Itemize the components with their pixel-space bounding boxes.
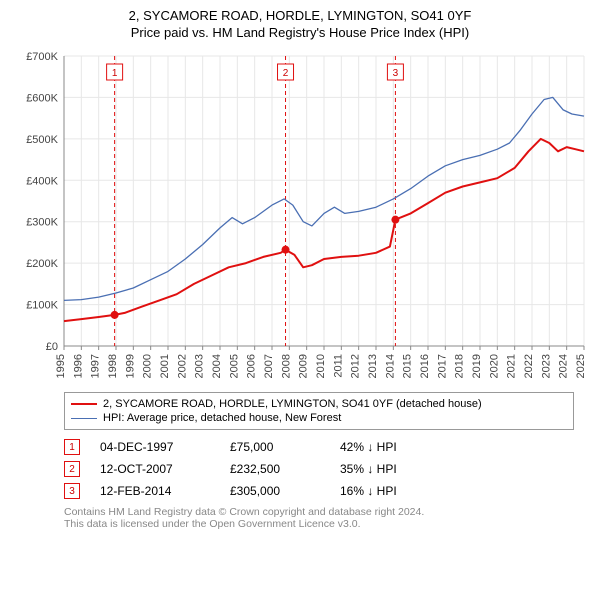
marker-id-box: 1 bbox=[64, 439, 80, 455]
svg-text:2014: 2014 bbox=[384, 354, 396, 378]
marker-price: £305,000 bbox=[230, 484, 320, 498]
svg-text:2008: 2008 bbox=[280, 354, 292, 378]
legend-label: 2, SYCAMORE ROAD, HORDLE, LYMINGTON, SO4… bbox=[103, 398, 482, 410]
svg-text:2007: 2007 bbox=[263, 354, 275, 378]
svg-text:2017: 2017 bbox=[436, 354, 448, 378]
svg-text:1995: 1995 bbox=[55, 354, 67, 378]
legend-label: HPI: Average price, detached house, New … bbox=[103, 412, 341, 424]
svg-text:2001: 2001 bbox=[159, 354, 171, 378]
svg-text:2022: 2022 bbox=[523, 354, 535, 378]
svg-text:3: 3 bbox=[393, 68, 399, 79]
svg-text:2012: 2012 bbox=[350, 354, 362, 378]
line-chart-svg: £0 £100K £200K £300K £400K £500K £600K £700K 199… bbox=[6, 46, 594, 386]
legend: 2, SYCAMORE ROAD, HORDLE, LYMINGTON, SO4… bbox=[64, 392, 574, 430]
marker-price: £75,000 bbox=[230, 440, 320, 454]
footer-line: Contains HM Land Registry data © Crown c… bbox=[64, 506, 574, 518]
svg-text:2020: 2020 bbox=[488, 354, 500, 378]
svg-text:1998: 1998 bbox=[107, 354, 119, 378]
marker-diff: 35% ↓ HPI bbox=[340, 462, 397, 476]
svg-text:2000: 2000 bbox=[142, 354, 154, 378]
chart-subtitle: Price paid vs. HM Land Registry's House … bbox=[6, 25, 594, 40]
marker-row: 2 12-OCT-2007 £232,500 35% ↓ HPI bbox=[64, 458, 574, 480]
markers-table: 1 04-DEC-1997 £75,000 42% ↓ HPI 2 12-OCT-2007… bbox=[64, 436, 574, 502]
marker-date: 12-OCT-2007 bbox=[100, 462, 210, 476]
svg-text:2015: 2015 bbox=[402, 354, 414, 378]
footer-line: This data is licensed under the Open Gov… bbox=[64, 518, 574, 530]
legend-swatch bbox=[71, 418, 97, 419]
marker-price: £232,500 bbox=[230, 462, 320, 476]
svg-text:2024: 2024 bbox=[558, 354, 570, 378]
svg-text:£0: £0 bbox=[46, 341, 58, 353]
footer: Contains HM Land Registry data © Crown c… bbox=[64, 506, 574, 530]
svg-text:2013: 2013 bbox=[367, 354, 379, 378]
svg-text:£300K: £300K bbox=[26, 217, 58, 229]
svg-text:2002: 2002 bbox=[176, 354, 188, 378]
svg-text:2006: 2006 bbox=[246, 354, 258, 378]
marker-date: 12-FEB-2014 bbox=[100, 484, 210, 498]
svg-text:1: 1 bbox=[112, 68, 118, 79]
chart-container: 2, SYCAMORE ROAD, HORDLE, LYMINGTON, SO4… bbox=[0, 0, 600, 538]
marker-diff: 42% ↓ HPI bbox=[340, 440, 397, 454]
marker-diff: 16% ↓ HPI bbox=[340, 484, 397, 498]
legend-swatch bbox=[71, 403, 97, 405]
svg-text:2009: 2009 bbox=[298, 354, 310, 378]
svg-text:1996: 1996 bbox=[72, 354, 84, 378]
svg-text:2025: 2025 bbox=[575, 354, 587, 378]
marker-id-box: 3 bbox=[64, 483, 80, 499]
svg-text:2023: 2023 bbox=[540, 354, 552, 378]
svg-text:£200K: £200K bbox=[26, 258, 58, 270]
svg-text:2016: 2016 bbox=[419, 354, 431, 378]
marker-row: 1 04-DEC-1997 £75,000 42% ↓ HPI bbox=[64, 436, 574, 458]
svg-text:1999: 1999 bbox=[124, 354, 136, 378]
svg-text:1997: 1997 bbox=[90, 354, 102, 378]
svg-text:£100K: £100K bbox=[26, 300, 58, 312]
chart-title: 2, SYCAMORE ROAD, HORDLE, LYMINGTON, SO4… bbox=[6, 8, 594, 23]
marker-row: 3 12-FEB-2014 £305,000 16% ↓ HPI bbox=[64, 480, 574, 502]
svg-text:£500K: £500K bbox=[26, 134, 58, 146]
marker-id-box: 2 bbox=[64, 461, 80, 477]
svg-text:£400K: £400K bbox=[26, 175, 58, 187]
svg-text:2003: 2003 bbox=[194, 354, 206, 378]
marker-date: 04-DEC-1997 bbox=[100, 440, 210, 454]
svg-text:2018: 2018 bbox=[454, 354, 466, 378]
svg-text:2005: 2005 bbox=[228, 354, 240, 378]
chart-plot: £0 £100K £200K £300K £400K £500K £600K £700K 199… bbox=[6, 46, 594, 386]
legend-row: HPI: Average price, detached house, New … bbox=[71, 411, 567, 425]
svg-text:£700K: £700K bbox=[26, 51, 58, 63]
legend-row: 2, SYCAMORE ROAD, HORDLE, LYMINGTON, SO4… bbox=[71, 397, 567, 411]
svg-text:2021: 2021 bbox=[506, 354, 518, 378]
svg-text:£600K: £600K bbox=[26, 92, 58, 104]
svg-text:2: 2 bbox=[283, 68, 289, 79]
svg-text:2019: 2019 bbox=[471, 354, 483, 378]
svg-text:2004: 2004 bbox=[211, 354, 223, 378]
svg-text:2010: 2010 bbox=[315, 354, 327, 378]
svg-text:2011: 2011 bbox=[332, 354, 344, 378]
